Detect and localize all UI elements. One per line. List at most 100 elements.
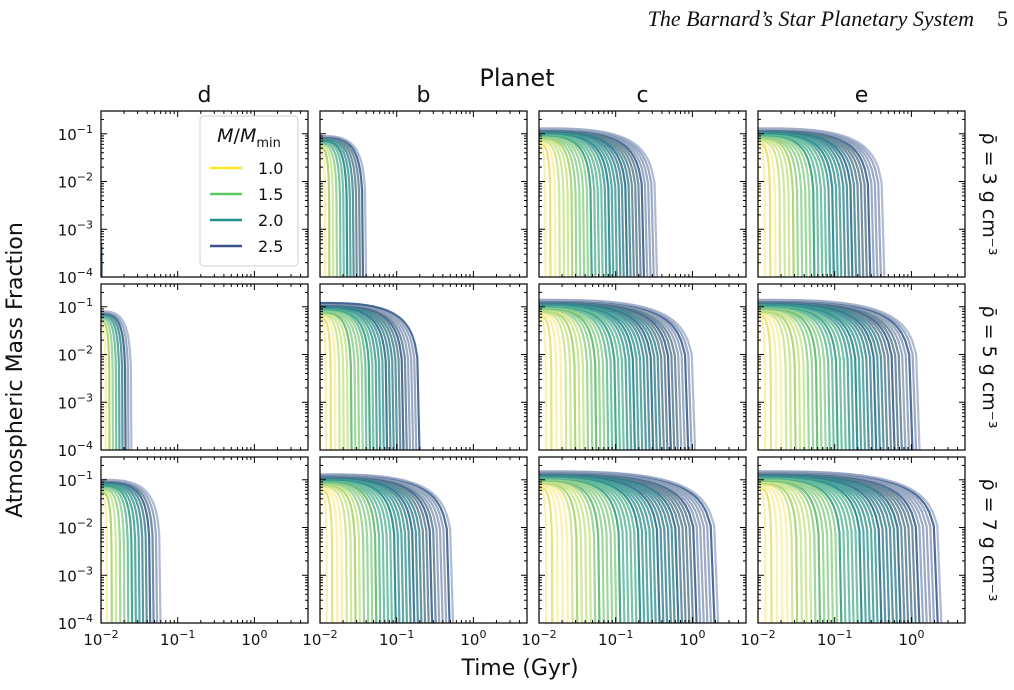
x-tick-label: 10−1 bbox=[379, 628, 414, 649]
row-label: ρ̄ = 3 g cm⁻³ bbox=[978, 133, 1000, 256]
panel-e-row1: e ρ̄ = 3 g cm⁻³ bbox=[757, 83, 1000, 278]
curve bbox=[320, 316, 332, 450]
curve-group bbox=[758, 127, 886, 277]
curve-group bbox=[758, 298, 921, 450]
curve bbox=[320, 314, 341, 450]
panel-b-row2 bbox=[319, 283, 528, 451]
curve bbox=[758, 127, 886, 277]
y-tick-label: 10−3 bbox=[58, 218, 93, 239]
curve bbox=[539, 127, 659, 277]
panel-frame bbox=[319, 283, 528, 451]
curve bbox=[758, 313, 778, 450]
panel-c-row1: c bbox=[538, 83, 747, 278]
panel-grid: 10−410−310−210−1d b c eρ̄ = 3 g cm⁻³10−410−… bbox=[58, 83, 1000, 649]
panel-frame bbox=[757, 110, 966, 278]
curve bbox=[101, 314, 121, 450]
x-tick-label: 10−2 bbox=[302, 628, 337, 649]
curve bbox=[539, 485, 559, 623]
curve bbox=[320, 301, 421, 450]
column-label: c bbox=[636, 83, 648, 108]
curve bbox=[101, 323, 107, 450]
curve bbox=[758, 314, 773, 450]
curve bbox=[539, 298, 697, 450]
legend-entry: 1.5 bbox=[210, 185, 283, 204]
row-label: ρ̄ = 5 g cm⁻³ bbox=[978, 306, 1000, 429]
panel-frame bbox=[100, 283, 309, 451]
curve bbox=[320, 490, 328, 623]
legend-entry: 1.0 bbox=[210, 159, 283, 178]
x-tick-label: 10−2 bbox=[83, 628, 118, 649]
curve bbox=[758, 144, 766, 277]
y-tick-label: 10−1 bbox=[58, 296, 93, 317]
panel-d-row2: 10−4 10−3 10−2 10−1 bbox=[58, 283, 309, 460]
x-tick-label: 100 bbox=[241, 628, 267, 649]
curve bbox=[758, 488, 767, 623]
column-label: d bbox=[198, 83, 212, 108]
panel-frame bbox=[319, 456, 528, 624]
panel-e-row2: ρ̄ = 5 g cm⁻³ bbox=[757, 283, 1000, 451]
panel-d-row3: 10−4 10−3 10−2 10−1 10−2 10−1 100 bbox=[58, 456, 309, 649]
panel-frame bbox=[538, 456, 747, 624]
page-header: The Barnard’s Star Planetary System 5 bbox=[0, 2, 1014, 38]
curve-group bbox=[320, 134, 368, 277]
x-tick-label: 10−1 bbox=[817, 628, 852, 649]
curve bbox=[539, 141, 557, 277]
curve bbox=[758, 470, 943, 623]
panel-b-row1: b bbox=[319, 83, 528, 278]
row-label: ρ̄ = 7 g cm⁻³ bbox=[978, 479, 1000, 602]
curve bbox=[320, 315, 337, 450]
curve bbox=[101, 318, 115, 450]
curve bbox=[101, 478, 162, 623]
curve bbox=[101, 487, 122, 623]
panel-b-row3: 10−2 10−1 100 bbox=[302, 456, 528, 649]
y-tick-label: 10−4 bbox=[58, 266, 93, 287]
y-tick-label: 10−4 bbox=[58, 612, 93, 633]
panel-frame bbox=[757, 283, 966, 451]
y-tick-label: 10−3 bbox=[58, 391, 93, 412]
y-tick-label: 10−2 bbox=[58, 171, 93, 192]
panel-c-row2 bbox=[538, 283, 747, 451]
curve bbox=[539, 144, 547, 277]
panel-e-row3: 10−2 10−1 100 ρ̄ = 7 g cm⁻³ bbox=[740, 456, 1000, 649]
curve bbox=[758, 141, 777, 277]
panel-frame bbox=[100, 456, 309, 624]
panel-frame bbox=[538, 283, 747, 451]
figure-title: Planet bbox=[479, 64, 554, 92]
y-tick-label: 10−3 bbox=[58, 564, 93, 585]
curve bbox=[758, 485, 779, 623]
curve bbox=[101, 489, 118, 623]
curve bbox=[320, 473, 455, 623]
curve-group bbox=[539, 127, 659, 277]
curve bbox=[539, 488, 548, 623]
column-label: e bbox=[855, 83, 869, 108]
running-title: The Barnard’s Star Planetary System bbox=[647, 6, 974, 31]
curve-group bbox=[758, 470, 943, 623]
y-tick-label: 10−4 bbox=[58, 439, 93, 460]
y-axis-label: Atmospheric Mass Fraction bbox=[3, 222, 28, 518]
x-tick-label: 100 bbox=[898, 628, 924, 649]
y-tick-label: 10−2 bbox=[58, 344, 93, 365]
curve-group bbox=[320, 301, 421, 450]
legend-label: 1.5 bbox=[258, 185, 283, 204]
curve bbox=[320, 318, 328, 450]
x-tick-label: 10−1 bbox=[598, 628, 633, 649]
legend-box bbox=[199, 115, 299, 267]
curve-group bbox=[539, 470, 720, 623]
legend-entry: 2.0 bbox=[210, 211, 283, 230]
x-tick-label: 100 bbox=[679, 628, 705, 649]
panel-frame bbox=[100, 110, 309, 278]
curve bbox=[101, 310, 133, 450]
panel-frame bbox=[757, 456, 966, 624]
legend-title: M/Mmin bbox=[217, 125, 281, 151]
x-tick-label: 100 bbox=[460, 628, 486, 649]
y-tick-label: 10−1 bbox=[58, 469, 93, 490]
x-tick-label: 10−1 bbox=[160, 628, 195, 649]
curve bbox=[758, 298, 921, 450]
curve bbox=[320, 134, 368, 277]
curve bbox=[539, 470, 720, 623]
curve-group bbox=[101, 310, 133, 450]
x-tick-label: 10−2 bbox=[740, 628, 775, 649]
curve bbox=[320, 141, 342, 277]
curve bbox=[101, 313, 124, 450]
